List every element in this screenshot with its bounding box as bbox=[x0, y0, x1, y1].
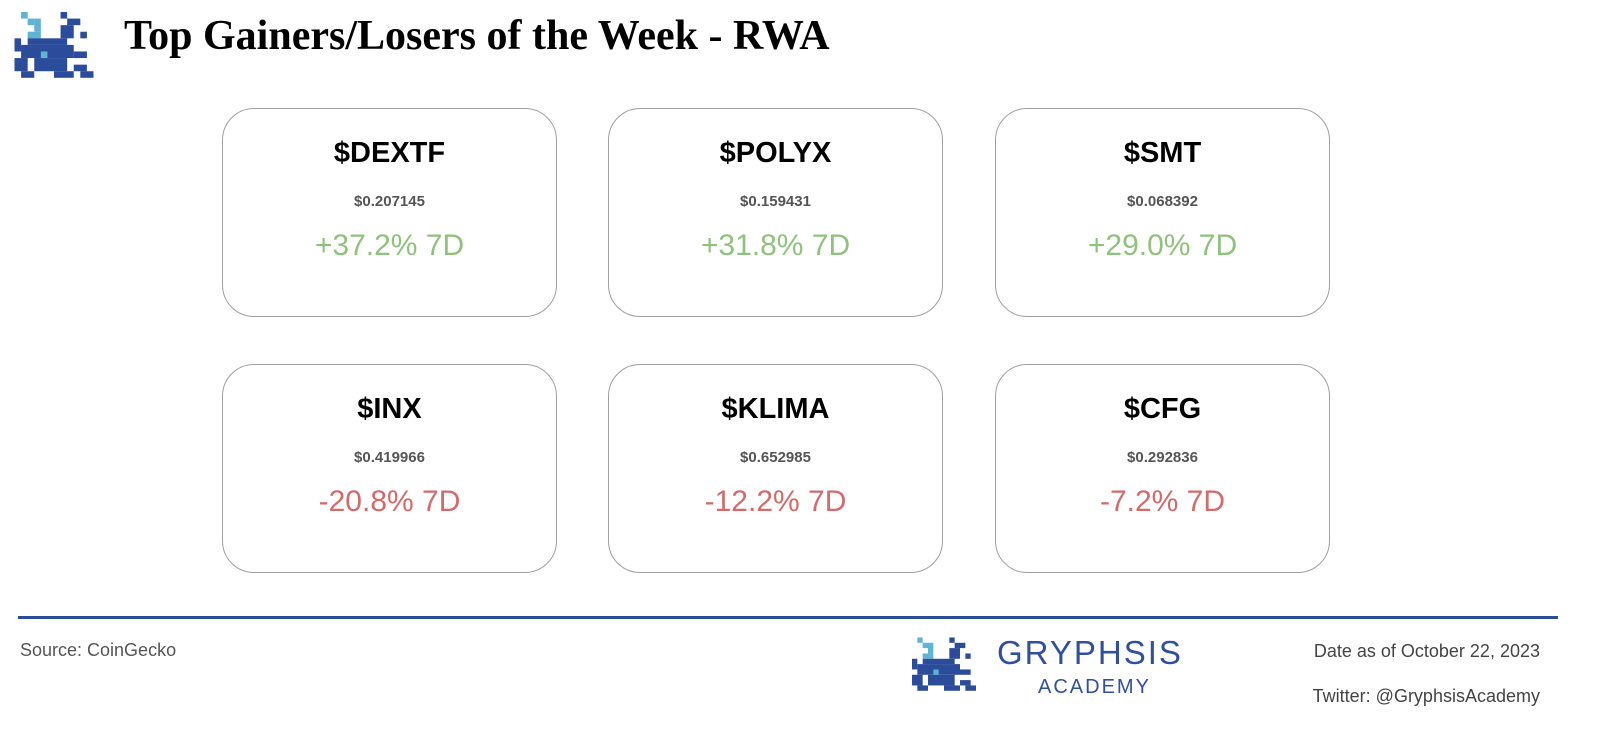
change: -20.8% 7D bbox=[318, 485, 461, 518]
card: $SMT $0.068392 +29.0% 7D bbox=[995, 108, 1330, 317]
brand: GRYPHSIS bbox=[997, 634, 1183, 671]
change: -7.2% 7D bbox=[1099, 485, 1226, 518]
price: $0.419966 bbox=[354, 449, 425, 466]
source: Source: CoinGecko bbox=[20, 640, 177, 660]
logo bbox=[14, 12, 94, 78]
price: $0.292836 bbox=[1127, 449, 1198, 466]
card: $POLYX $0.159431 +31.8% 7D bbox=[608, 108, 943, 317]
divider bbox=[18, 616, 1558, 619]
change: -12.2% 7D bbox=[704, 485, 847, 518]
price: $0.068392 bbox=[1127, 193, 1198, 210]
ticker: $KLIMA bbox=[721, 393, 830, 425]
footer-logo bbox=[912, 637, 976, 691]
price: $0.652985 bbox=[740, 449, 811, 466]
brand-sub: ACADEMY bbox=[1038, 676, 1151, 698]
change: +37.2% 7D bbox=[314, 229, 465, 262]
change: +31.8% 7D bbox=[700, 229, 851, 262]
ticker: $POLYX bbox=[719, 137, 832, 169]
ticker: $CFG bbox=[1123, 393, 1202, 425]
change: +29.0% 7D bbox=[1087, 229, 1238, 262]
ticker: $SMT bbox=[1123, 137, 1202, 169]
price: $0.207145 bbox=[354, 193, 425, 210]
title: Top Gainers/Losers of the Week - RWA bbox=[124, 13, 830, 59]
card: $KLIMA $0.652985 -12.2% 7D bbox=[608, 364, 943, 573]
ticker: $INX bbox=[357, 393, 422, 425]
card: $DEXTF $0.207145 +37.2% 7D bbox=[222, 108, 557, 317]
twitter: Twitter: @GryphsisAcademy bbox=[1312, 686, 1540, 706]
ticker: $DEXTF bbox=[333, 137, 446, 169]
card: $CFG $0.292836 -7.2% 7D bbox=[995, 364, 1330, 573]
card: $INX $0.419966 -20.8% 7D bbox=[222, 364, 557, 573]
date: Date as of October 22, 2023 bbox=[1313, 641, 1540, 661]
price: $0.159431 bbox=[740, 193, 811, 210]
